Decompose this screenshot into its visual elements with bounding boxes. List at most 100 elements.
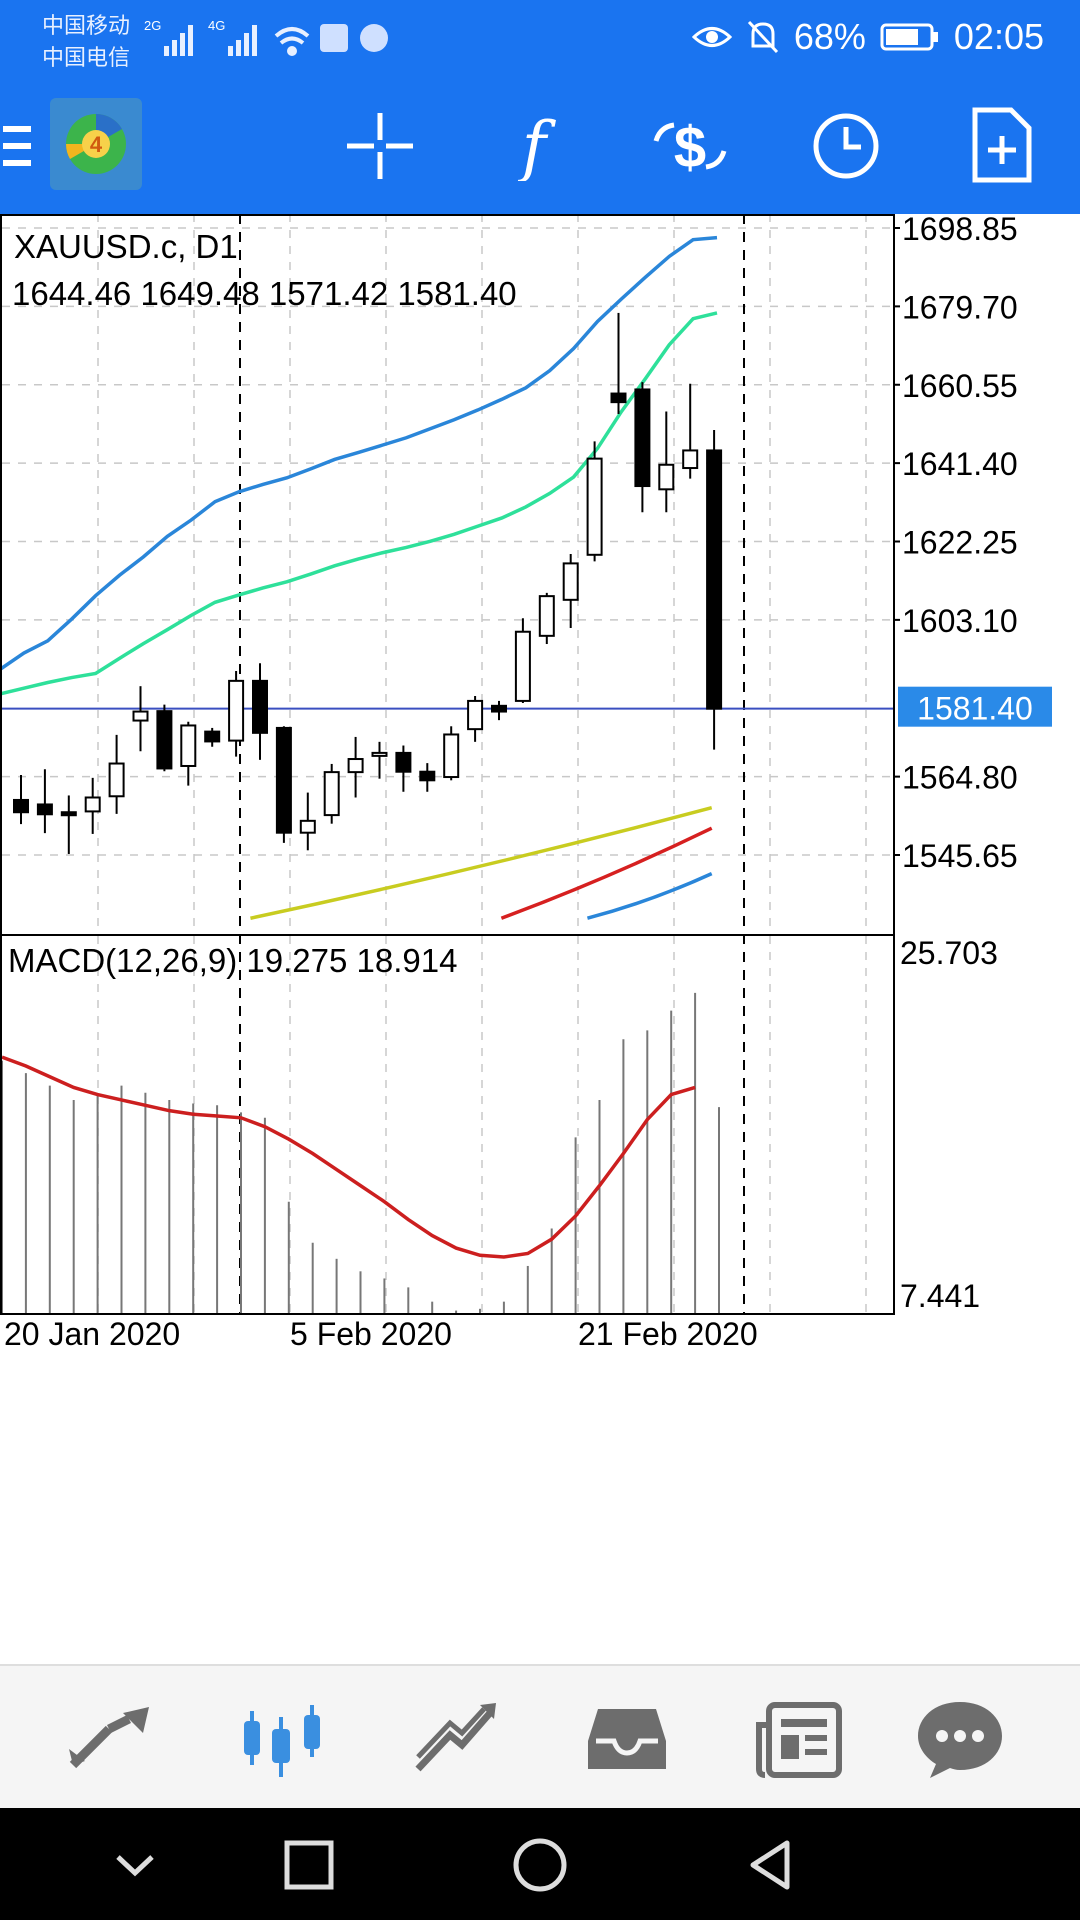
app-logo[interactable]: 4: [50, 98, 142, 190]
price-tick-label: 1603.10: [902, 603, 1018, 639]
new-document-icon: [972, 107, 1032, 183]
candle: [395, 745, 412, 792]
network-2-label: 4G: [208, 18, 225, 33]
period-button[interactable]: [806, 104, 886, 188]
candle-body-bull: [180, 724, 197, 767]
nav-quotes[interactable]: [55, 1684, 165, 1794]
candle-body-bull: [467, 699, 484, 731]
candle: [36, 769, 53, 834]
home-button[interactable]: [505, 1830, 575, 1900]
wifi-icon: [274, 27, 310, 56]
status-bar: 中国移动 中国电信 2G 4G 68% 02:05: [0, 0, 1080, 78]
indicators-button[interactable]: f: [494, 104, 574, 188]
candle-body-bear: [252, 679, 268, 734]
new-order-button[interactable]: [962, 100, 1042, 190]
candle: [180, 721, 197, 786]
candle: [299, 792, 316, 851]
candle: [60, 795, 77, 854]
back-icon: [750, 1840, 790, 1890]
nav-trade[interactable]: [400, 1684, 510, 1794]
svg-text:f: f: [517, 111, 557, 181]
indicator-overlays: [0, 235, 894, 920]
overlay-ma-blue: [586, 872, 713, 920]
menu-button[interactable]: [0, 108, 36, 184]
candle-body-bull: [299, 819, 316, 834]
candle-body-bull: [108, 762, 125, 798]
messages-icon: [918, 1702, 1002, 1778]
candle: [323, 763, 340, 824]
chart-area[interactable]: XAUUSD.c, D1 1644.46 1649.48 1571.42 158…: [0, 214, 1080, 1664]
chart-frame: [0, 214, 895, 1315]
current-price-label: 1581.40: [917, 691, 1033, 727]
candle-body-bull: [347, 758, 364, 774]
back-button[interactable]: [736, 1830, 806, 1900]
candle: [84, 777, 101, 834]
candle: [514, 618, 531, 703]
macd-signal-line: [1, 1055, 696, 1259]
overlay-ma-yellow: [250, 806, 713, 920]
macd-label: MACD(12,26,9) 19.275 18.914: [8, 942, 457, 979]
candle: [204, 727, 221, 747]
crosshair-button[interactable]: [340, 104, 420, 188]
candle-body-bear: [491, 704, 507, 713]
candle: [538, 592, 555, 645]
current-price-badge-bg: [898, 686, 1052, 727]
symbol-label: XAUUSD.c, D1: [14, 228, 238, 265]
trade-icon: $: [653, 115, 727, 180]
recents-button[interactable]: [274, 1830, 344, 1900]
price-chart-svg[interactable]: XAUUSD.c, D1 1644.46 1649.48 1571.42 158…: [0, 214, 1080, 1664]
news-icon: [756, 1702, 842, 1778]
candle-body-bear: [706, 449, 723, 710]
candles: [13, 312, 723, 854]
svg-text:4: 4: [90, 132, 103, 157]
price-tick-label: 1641.40: [902, 446, 1018, 482]
nav-news[interactable]: [745, 1684, 855, 1794]
candle: [275, 726, 292, 843]
signal-icons: 2G 4G: [144, 18, 388, 56]
candle-body-bull: [323, 771, 340, 817]
candle-body-bull: [84, 796, 101, 813]
candle-body-bull: [371, 751, 388, 757]
candle: [562, 553, 579, 629]
trade-button[interactable]: $: [650, 104, 730, 188]
history-icon: [588, 1709, 666, 1769]
candle-body-bull: [132, 710, 149, 722]
candle-body-bear: [395, 751, 412, 773]
app-notify-icon-2: [360, 24, 388, 52]
price-tick-label: 1622.25: [902, 525, 1018, 561]
candle-body-bull: [443, 733, 460, 779]
nav-chart[interactable]: [228, 1684, 338, 1794]
collapse-button[interactable]: [100, 1830, 170, 1900]
date-label-3: 21 Feb 2020: [578, 1316, 758, 1352]
candle: [108, 734, 125, 814]
chart-icon: [244, 1705, 320, 1777]
candle: [634, 382, 651, 513]
battery-percent: 68%: [793, 16, 866, 57]
candle-body-bull: [682, 449, 699, 470]
svg-text:$: $: [674, 115, 706, 180]
home-icon: [513, 1838, 567, 1892]
candle-body-bear: [156, 710, 173, 770]
carrier-1-label: 中国移动: [42, 13, 131, 38]
macd-tick-top: 25.703: [900, 935, 998, 971]
date-label-1: 20 Jan 2020: [4, 1316, 180, 1352]
candle: [371, 741, 388, 779]
price-tick-label: 1564.80: [902, 760, 1018, 796]
price-tick-label: 1660.55: [902, 368, 1018, 404]
candle-body-bear: [204, 730, 221, 743]
nav-history[interactable]: [572, 1684, 682, 1794]
nav-messages[interactable]: [905, 1684, 1015, 1794]
price-tick-label: 1698.85: [902, 214, 1018, 247]
candle-body-bull: [514, 630, 531, 702]
candle: [419, 763, 436, 792]
macd-indicator: [1, 992, 720, 1314]
candle: [610, 312, 627, 415]
candle-body-bear: [610, 392, 627, 404]
candle-body-bear: [419, 770, 436, 782]
battery-icon: [880, 23, 938, 51]
candle: [682, 383, 699, 479]
metatrader-logo-icon: 4: [65, 113, 126, 174]
candle-body-bull: [586, 457, 603, 556]
candle-body-bear: [13, 798, 29, 814]
system-navigation-bar: [0, 1808, 1080, 1920]
